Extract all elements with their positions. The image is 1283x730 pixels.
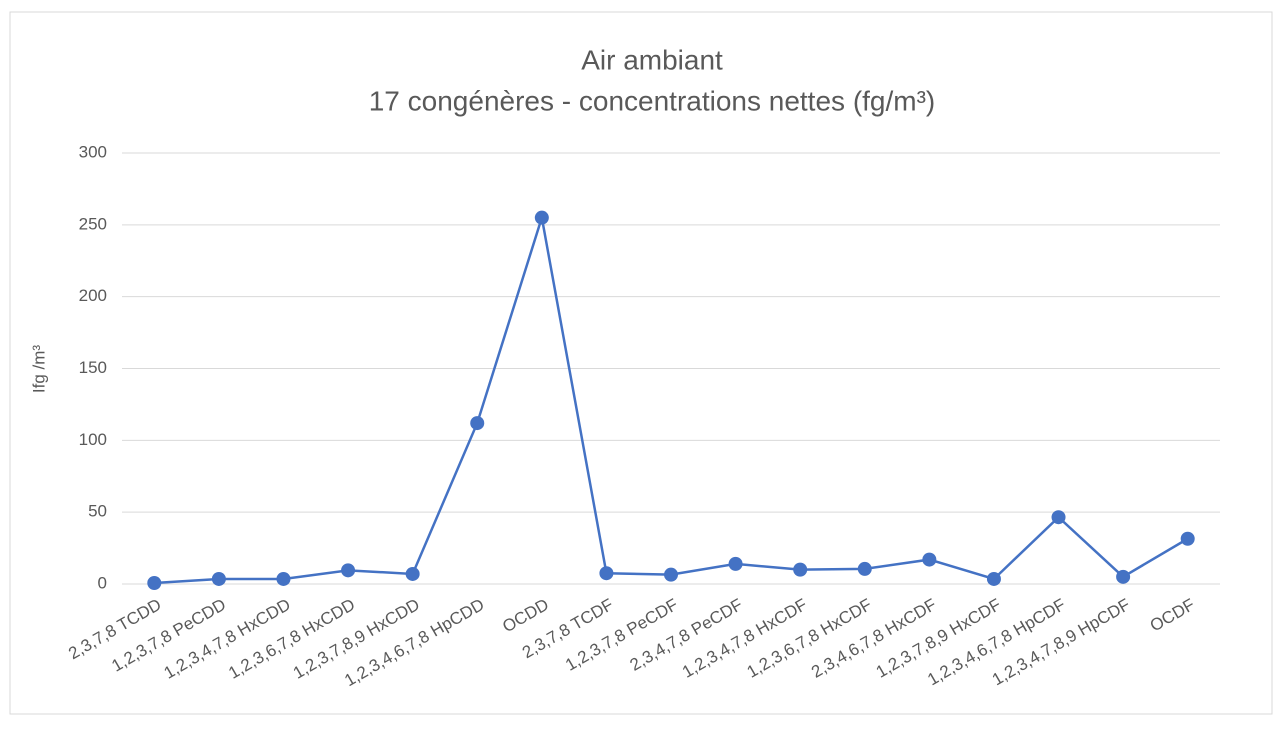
- data-point: [147, 575, 162, 590]
- chart-border: [9, 11, 1273, 715]
- data-point: [534, 210, 549, 225]
- data-point: [793, 562, 808, 577]
- y-tick-label: 200: [79, 286, 107, 305]
- data-point: [405, 566, 420, 581]
- y-tick-label: 300: [79, 142, 107, 161]
- y-tick-label: 50: [88, 502, 107, 521]
- y-axis-label: Ifg /m³: [29, 345, 48, 394]
- data-point: [599, 566, 614, 581]
- y-tick-label: 0: [98, 573, 107, 592]
- data-point: [1116, 569, 1131, 584]
- data-point: [664, 567, 678, 582]
- chart-title: Air ambiant: [581, 44, 723, 75]
- y-tick-label: 250: [79, 214, 107, 233]
- data-point: [470, 416, 485, 431]
- y-tick-label: 100: [79, 430, 107, 449]
- data-point: [341, 563, 356, 578]
- data-point: [211, 571, 226, 586]
- data-point: [922, 552, 937, 567]
- chart-subtitle: 17 congénères - concentrations nettes (f…: [369, 85, 936, 116]
- data-point: [857, 561, 872, 576]
- data-point: [276, 571, 291, 586]
- data-point: [728, 556, 743, 571]
- y-tick-label: 150: [79, 358, 107, 377]
- data-point: [1180, 531, 1195, 546]
- data-point: [1051, 510, 1066, 525]
- data-point: [986, 571, 1001, 586]
